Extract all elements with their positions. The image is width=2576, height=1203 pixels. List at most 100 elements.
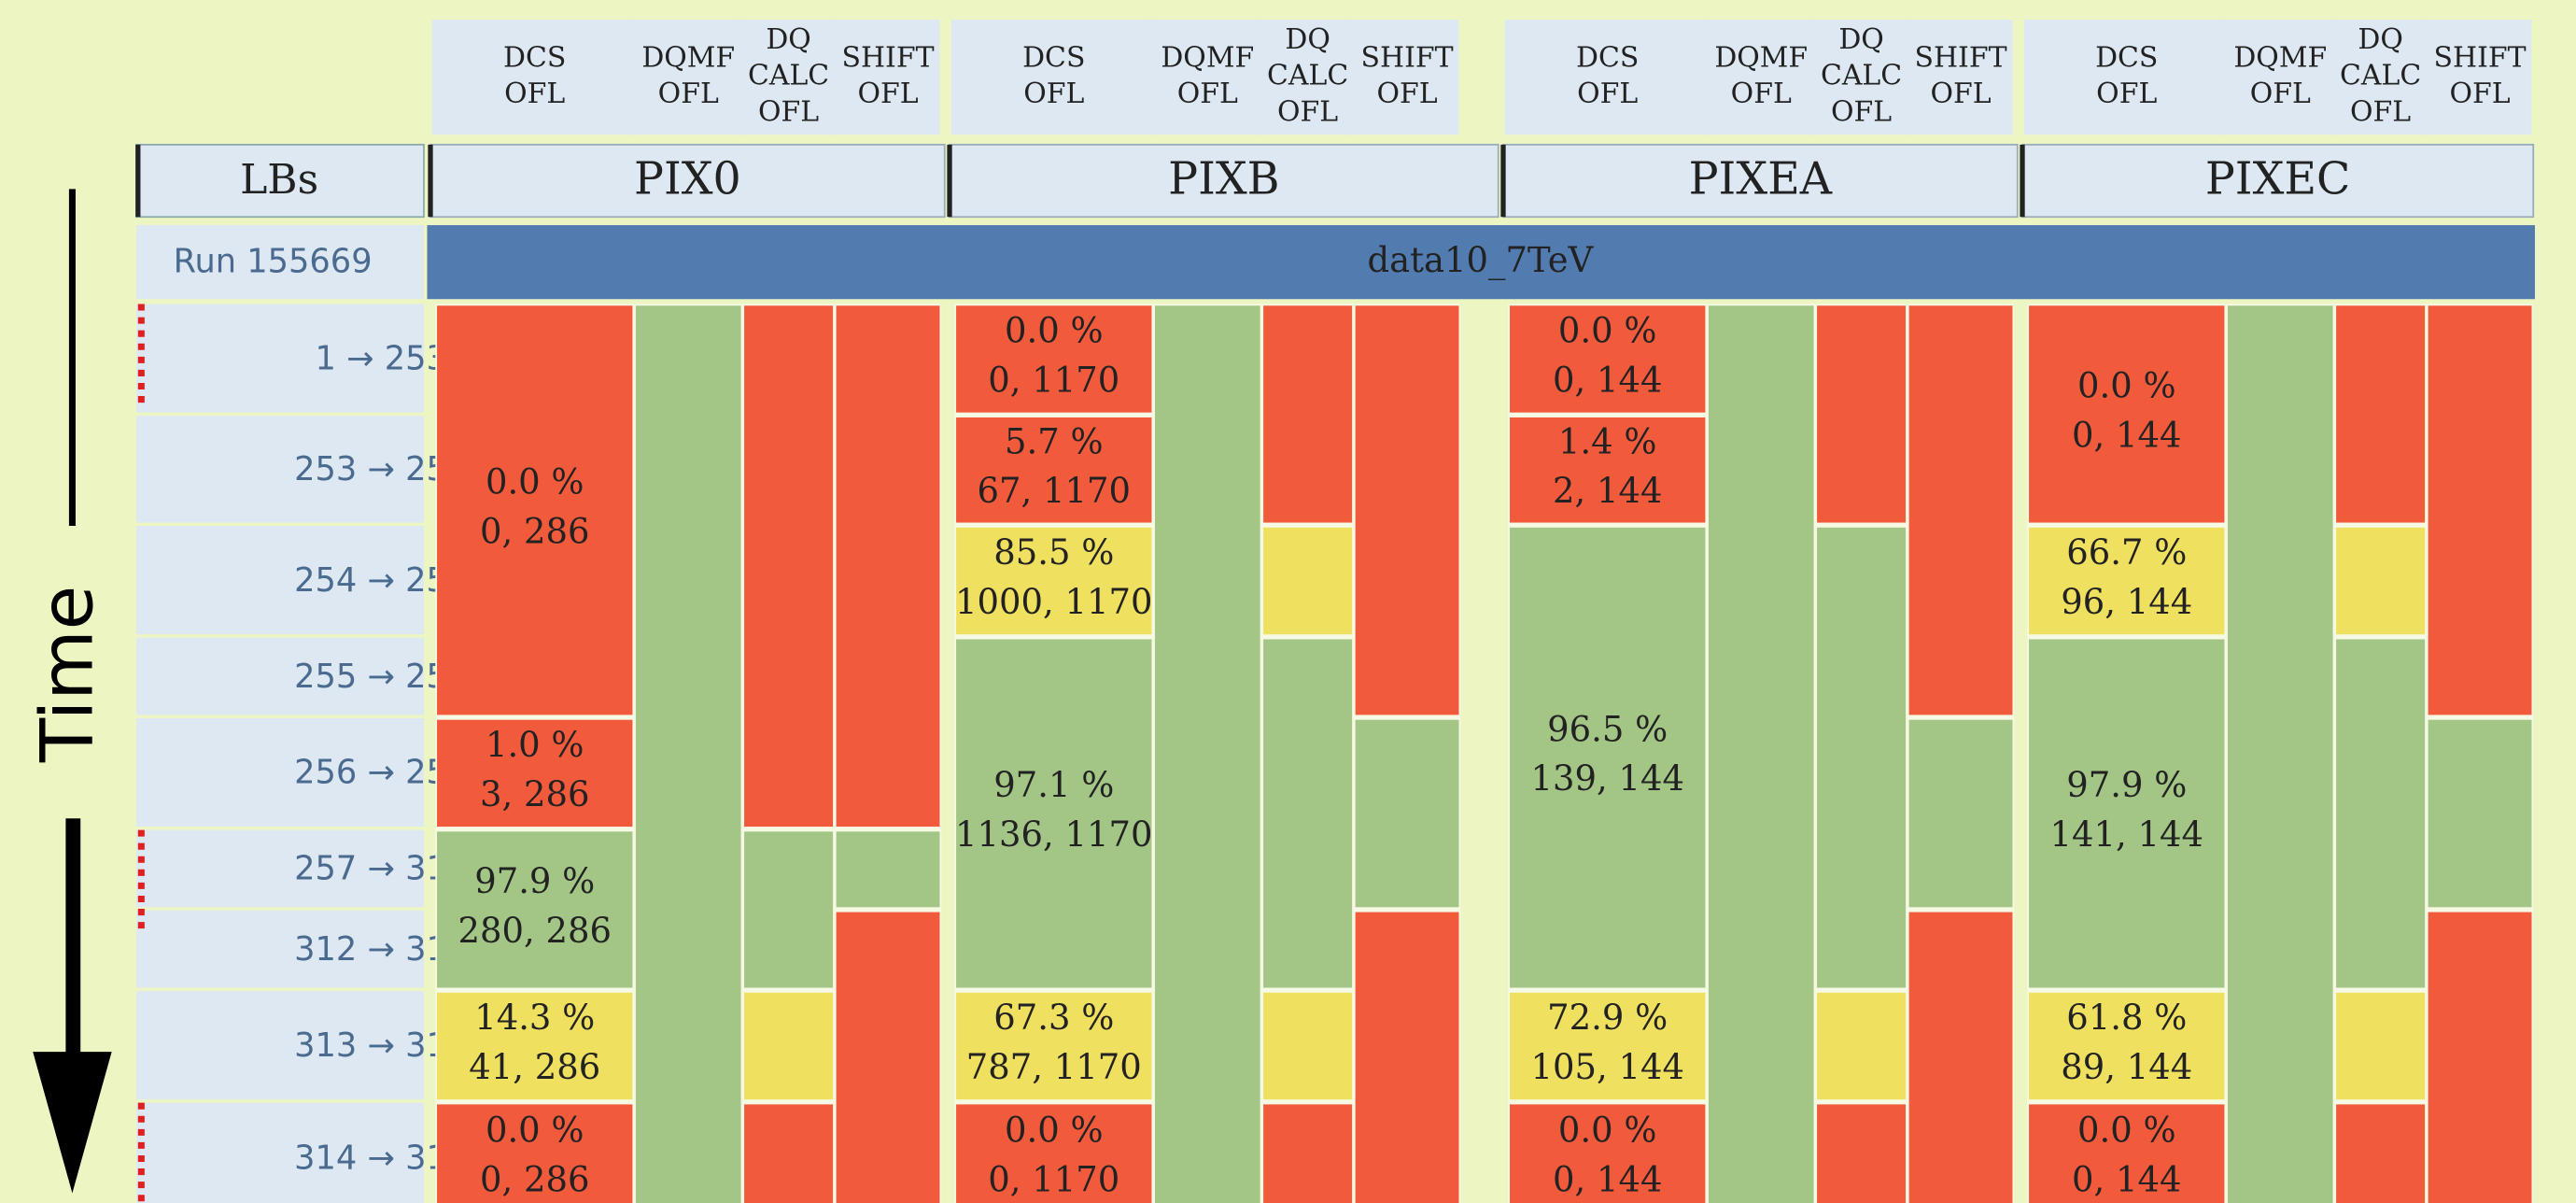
lb-cell [136, 717, 424, 828]
status-block [1355, 719, 1459, 908]
status-block [1817, 1104, 1907, 1203]
column-header: DQ [1838, 23, 1884, 56]
block-text: 66.7 % [2066, 532, 2187, 573]
column-header: DQ [766, 23, 811, 56]
status-block [956, 527, 1152, 635]
status-block [1908, 912, 2013, 1203]
status-block [2029, 639, 2225, 988]
time-arrow-shaft [65, 818, 81, 1082]
lb-cell [136, 304, 424, 413]
block-text: 0.0 % [1558, 311, 1657, 351]
status-block [437, 719, 633, 828]
run-cell [136, 225, 424, 300]
dataset-bar [427, 225, 2536, 300]
status-block [2029, 527, 2225, 635]
status-block [2336, 527, 2426, 635]
block-text: 0, 144 [2072, 1160, 2182, 1200]
status-block [1355, 912, 1459, 1203]
column-header: DCS [1022, 41, 1085, 74]
block-text: 139, 144 [1530, 758, 1683, 799]
column-header: OFL [2250, 78, 2311, 110]
status-block [1510, 305, 1706, 413]
block-text: 96.5 % [1547, 709, 1668, 749]
column-header: DQ [1285, 23, 1330, 56]
group-name: PIX0 [634, 153, 741, 205]
group-header-cell [2021, 143, 2535, 219]
column-header: DQMF [1714, 41, 1808, 74]
status-block [1263, 305, 1353, 523]
block-text: 0.0 % [1005, 311, 1104, 351]
status-block [1817, 992, 1907, 1100]
column-header-cell [1811, 20, 1907, 135]
group-name: PIXEA [1689, 153, 1833, 205]
column-header-cell [1149, 20, 1260, 135]
status-block [2336, 639, 2426, 988]
block-text: 41, 286 [469, 1047, 600, 1087]
status-block [836, 912, 940, 1203]
column-header-cell [431, 20, 633, 135]
status-block [1355, 305, 1459, 715]
column-header: DQMF [1161, 41, 1254, 74]
column-header: CALC [748, 60, 829, 92]
status-block [1708, 305, 1814, 1203]
block-text: 3, 286 [480, 774, 590, 814]
block-text: 97.9 % [474, 861, 595, 901]
column-header-cell [2023, 20, 2225, 135]
column-header: DCS [503, 41, 566, 74]
block-text: 1.4 % [1558, 421, 1657, 461]
time-label: Time [25, 586, 109, 763]
column-header: SHIFT [1361, 41, 1454, 74]
status-block [1908, 305, 2013, 715]
status-block [744, 305, 834, 828]
status-block [635, 305, 741, 1203]
column-header-cell [1504, 20, 1706, 135]
column-header: DCS [1576, 41, 1639, 74]
column-header-cell [1904, 20, 2013, 135]
status-block [1510, 527, 1706, 988]
status-block [836, 305, 940, 828]
column-header: DQMF [2233, 41, 2327, 74]
column-header-cell [950, 20, 1152, 135]
block-text: 0, 1170 [988, 1160, 1119, 1200]
status-block [744, 831, 834, 988]
block-text: 61.8 % [2066, 998, 2187, 1038]
status-block [956, 639, 1152, 988]
block-text: 85.5 % [993, 532, 1114, 573]
block-text: 0, 144 [2072, 415, 2182, 455]
lb-cell [136, 1102, 424, 1203]
block-text: 0.0 % [486, 462, 584, 502]
lb-cell [136, 526, 424, 635]
column-header-cell [1350, 20, 1459, 135]
block-text: 141, 144 [2050, 814, 2204, 855]
column-header: CALC [2340, 60, 2421, 92]
status-block [1510, 417, 1706, 523]
block-text: 105, 144 [1530, 1047, 1683, 1087]
status-block [1263, 639, 1353, 988]
column-header: DQMF [641, 41, 735, 74]
block-text: 97.9 % [2066, 765, 2187, 805]
column-header-cell [739, 20, 834, 135]
status-block [2428, 719, 2532, 908]
column-header-cell [2330, 20, 2426, 135]
column-header: CALC [1821, 60, 1902, 92]
group-name: PIXB [1168, 153, 1279, 205]
column-header: OFL [2449, 78, 2510, 110]
lb-label: 1 → 253 [316, 339, 447, 377]
block-text: 67, 1170 [978, 471, 1132, 511]
status-block [2029, 305, 2225, 523]
block-text: 14.3 % [474, 998, 595, 1038]
status-block [2336, 1104, 2426, 1203]
status-block [437, 305, 633, 715]
block-text: 0.0 % [1558, 1111, 1657, 1151]
status-block [437, 1104, 633, 1203]
block-text: 280, 286 [457, 911, 612, 951]
column-header-cell [2423, 20, 2532, 135]
time-arrow-head [33, 1052, 112, 1194]
column-header: OFL [504, 78, 565, 110]
block-text: 0, 286 [480, 1160, 590, 1200]
status-block [1817, 527, 1907, 988]
column-header: OFL [2350, 95, 2411, 128]
block-text: 787, 1170 [966, 1047, 1142, 1087]
status-block [1510, 992, 1706, 1100]
column-header-cell [630, 20, 741, 135]
